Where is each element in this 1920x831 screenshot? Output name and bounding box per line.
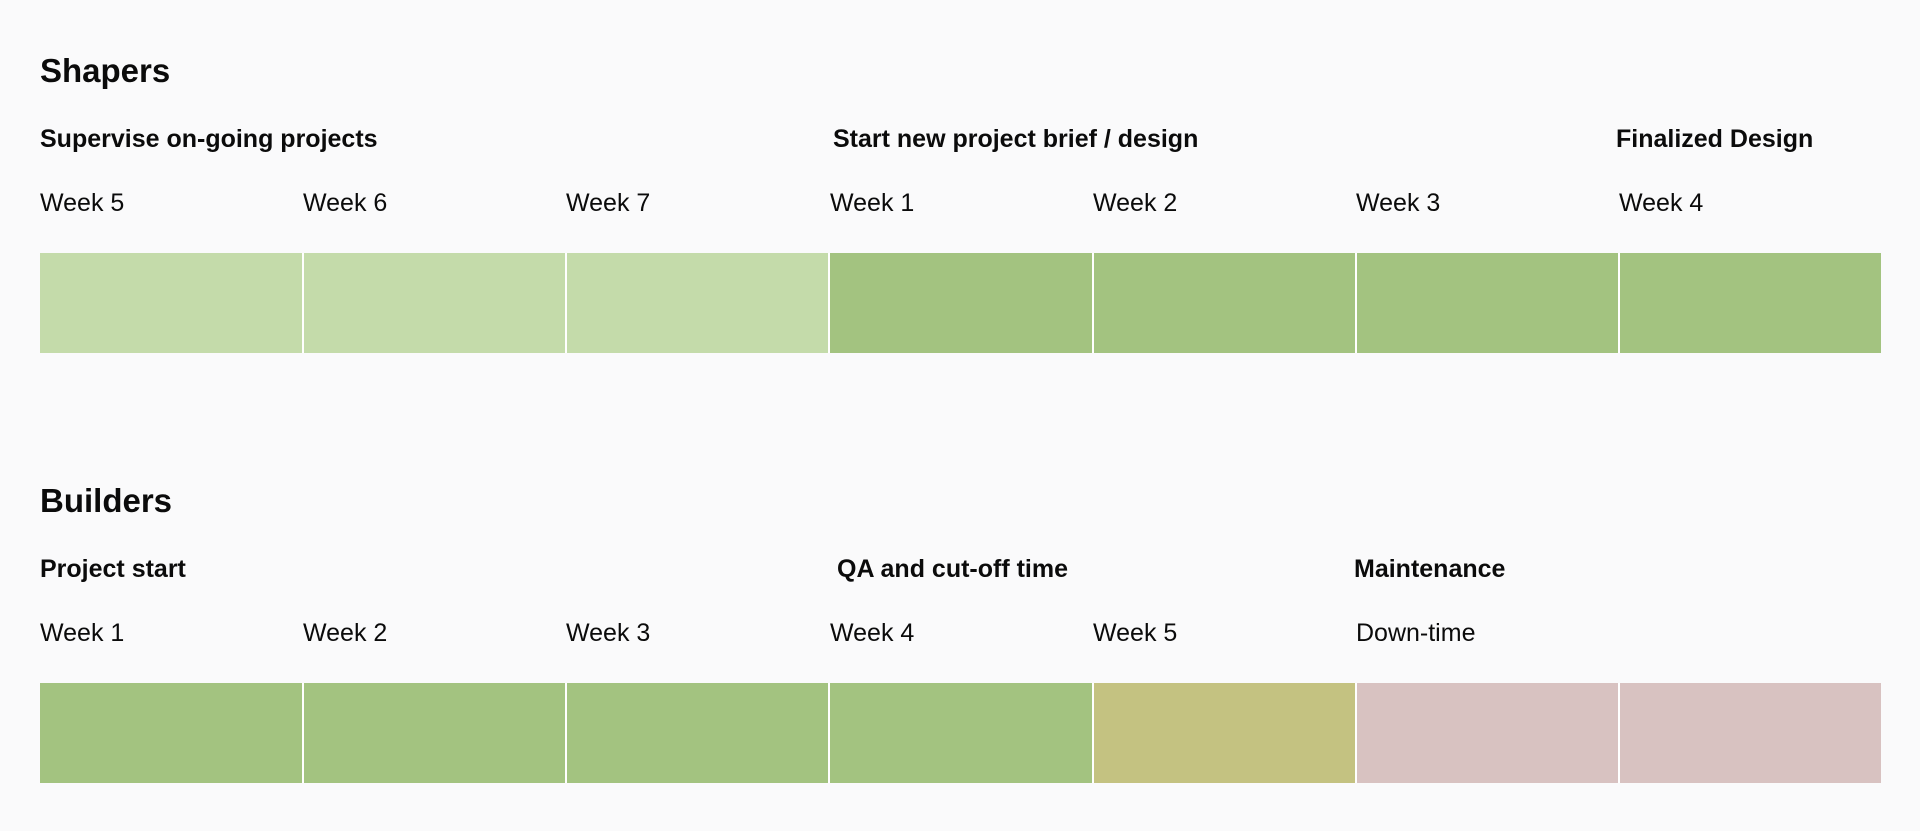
week-label: Week 6	[303, 189, 388, 217]
timeline-block	[1091, 253, 1355, 353]
timeline-block	[40, 683, 303, 783]
timeline-block	[1354, 253, 1618, 353]
week-label: Week 4	[830, 619, 915, 647]
section-title: Shapers	[40, 52, 171, 89]
timeline-bar	[40, 683, 1881, 783]
timeline-block	[302, 253, 566, 353]
timeline-block	[1617, 253, 1881, 353]
timeline-bar	[40, 253, 1881, 353]
week-label: Week 2	[1093, 189, 1178, 217]
week-label: Week 5	[1093, 619, 1178, 647]
week-label: Week 3	[1356, 189, 1441, 217]
phase-label: Start new project brief / design	[833, 125, 1199, 153]
timeline-block	[40, 253, 303, 353]
week-label: Week 2	[303, 619, 388, 647]
timeline-block	[1354, 683, 1618, 783]
timeline-block	[828, 253, 1092, 353]
week-label: Week 3	[566, 619, 651, 647]
week-label: Week 5	[40, 189, 125, 217]
phase-label: Project start	[40, 555, 186, 583]
week-label: Down-time	[1356, 619, 1476, 647]
week-label: Week 7	[566, 189, 651, 217]
timeline-block	[828, 683, 1092, 783]
phase-label: Maintenance	[1354, 555, 1506, 583]
phase-label: Supervise on-going projects	[40, 125, 378, 153]
timeline-block	[565, 253, 829, 353]
timeline-block	[1091, 683, 1355, 783]
timeline-block	[1617, 683, 1881, 783]
timeline-block	[302, 683, 566, 783]
phase-label: Finalized Design	[1616, 125, 1814, 153]
week-label: Week 4	[1619, 189, 1704, 217]
week-label: Week 1	[40, 619, 125, 647]
phase-label: QA and cut-off time	[837, 555, 1069, 583]
week-label: Week 1	[830, 189, 915, 217]
timeline-block	[565, 683, 829, 783]
section-title: Builders	[40, 482, 173, 519]
